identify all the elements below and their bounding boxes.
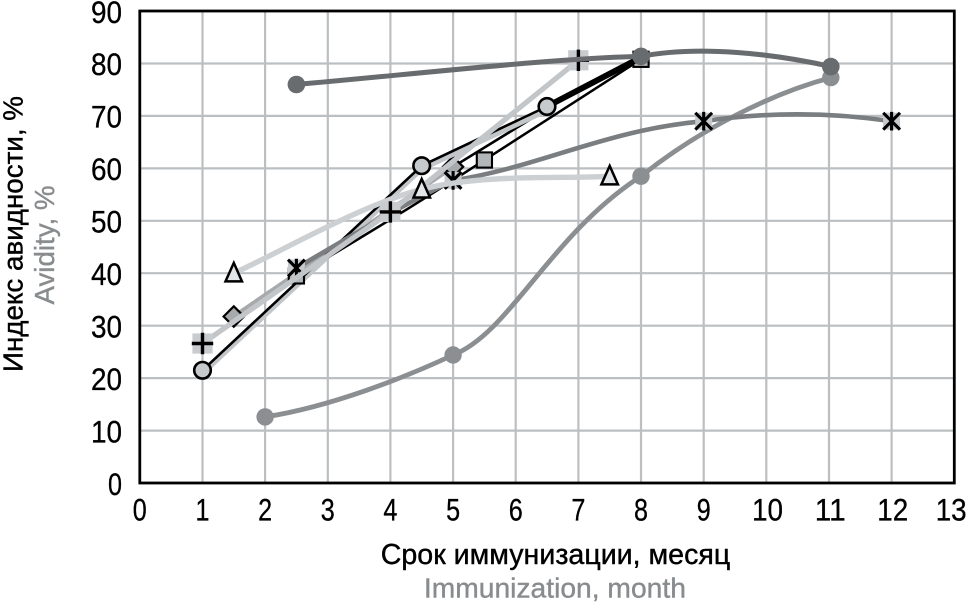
svg-text:Индекс авидности, %: Индекс авидности, % <box>0 96 29 372</box>
svg-text:40: 40 <box>91 256 122 292</box>
svg-text:9: 9 <box>697 491 711 527</box>
svg-text:4: 4 <box>383 491 397 527</box>
svg-text:10: 10 <box>752 491 783 527</box>
svg-text:13: 13 <box>936 491 967 527</box>
svg-text:Immunization, month: Immunization, month <box>424 572 686 603</box>
svg-text:90: 90 <box>91 0 122 30</box>
svg-text:0: 0 <box>108 466 122 502</box>
svg-text:1: 1 <box>196 491 210 527</box>
svg-text:5: 5 <box>446 491 460 527</box>
svg-text:Avidity, %: Avidity, % <box>28 186 60 305</box>
svg-text:7: 7 <box>571 491 585 527</box>
svg-text:20: 20 <box>91 361 122 397</box>
svg-text:80: 80 <box>91 46 122 82</box>
svg-text:3: 3 <box>321 491 335 527</box>
svg-text:6: 6 <box>509 491 523 527</box>
svg-text:Срок иммунизации, месяц: Срок иммунизации, месяц <box>381 539 731 571</box>
svg-text:10: 10 <box>91 413 122 449</box>
svg-text:12: 12 <box>877 491 908 527</box>
svg-text:0: 0 <box>133 491 147 527</box>
svg-text:70: 70 <box>91 99 122 135</box>
svg-text:11: 11 <box>815 491 846 527</box>
svg-text:8: 8 <box>634 491 648 527</box>
svg-text:60: 60 <box>91 151 122 187</box>
svg-text:50: 50 <box>91 204 122 240</box>
svg-text:30: 30 <box>91 308 122 344</box>
svg-text:2: 2 <box>258 491 272 527</box>
